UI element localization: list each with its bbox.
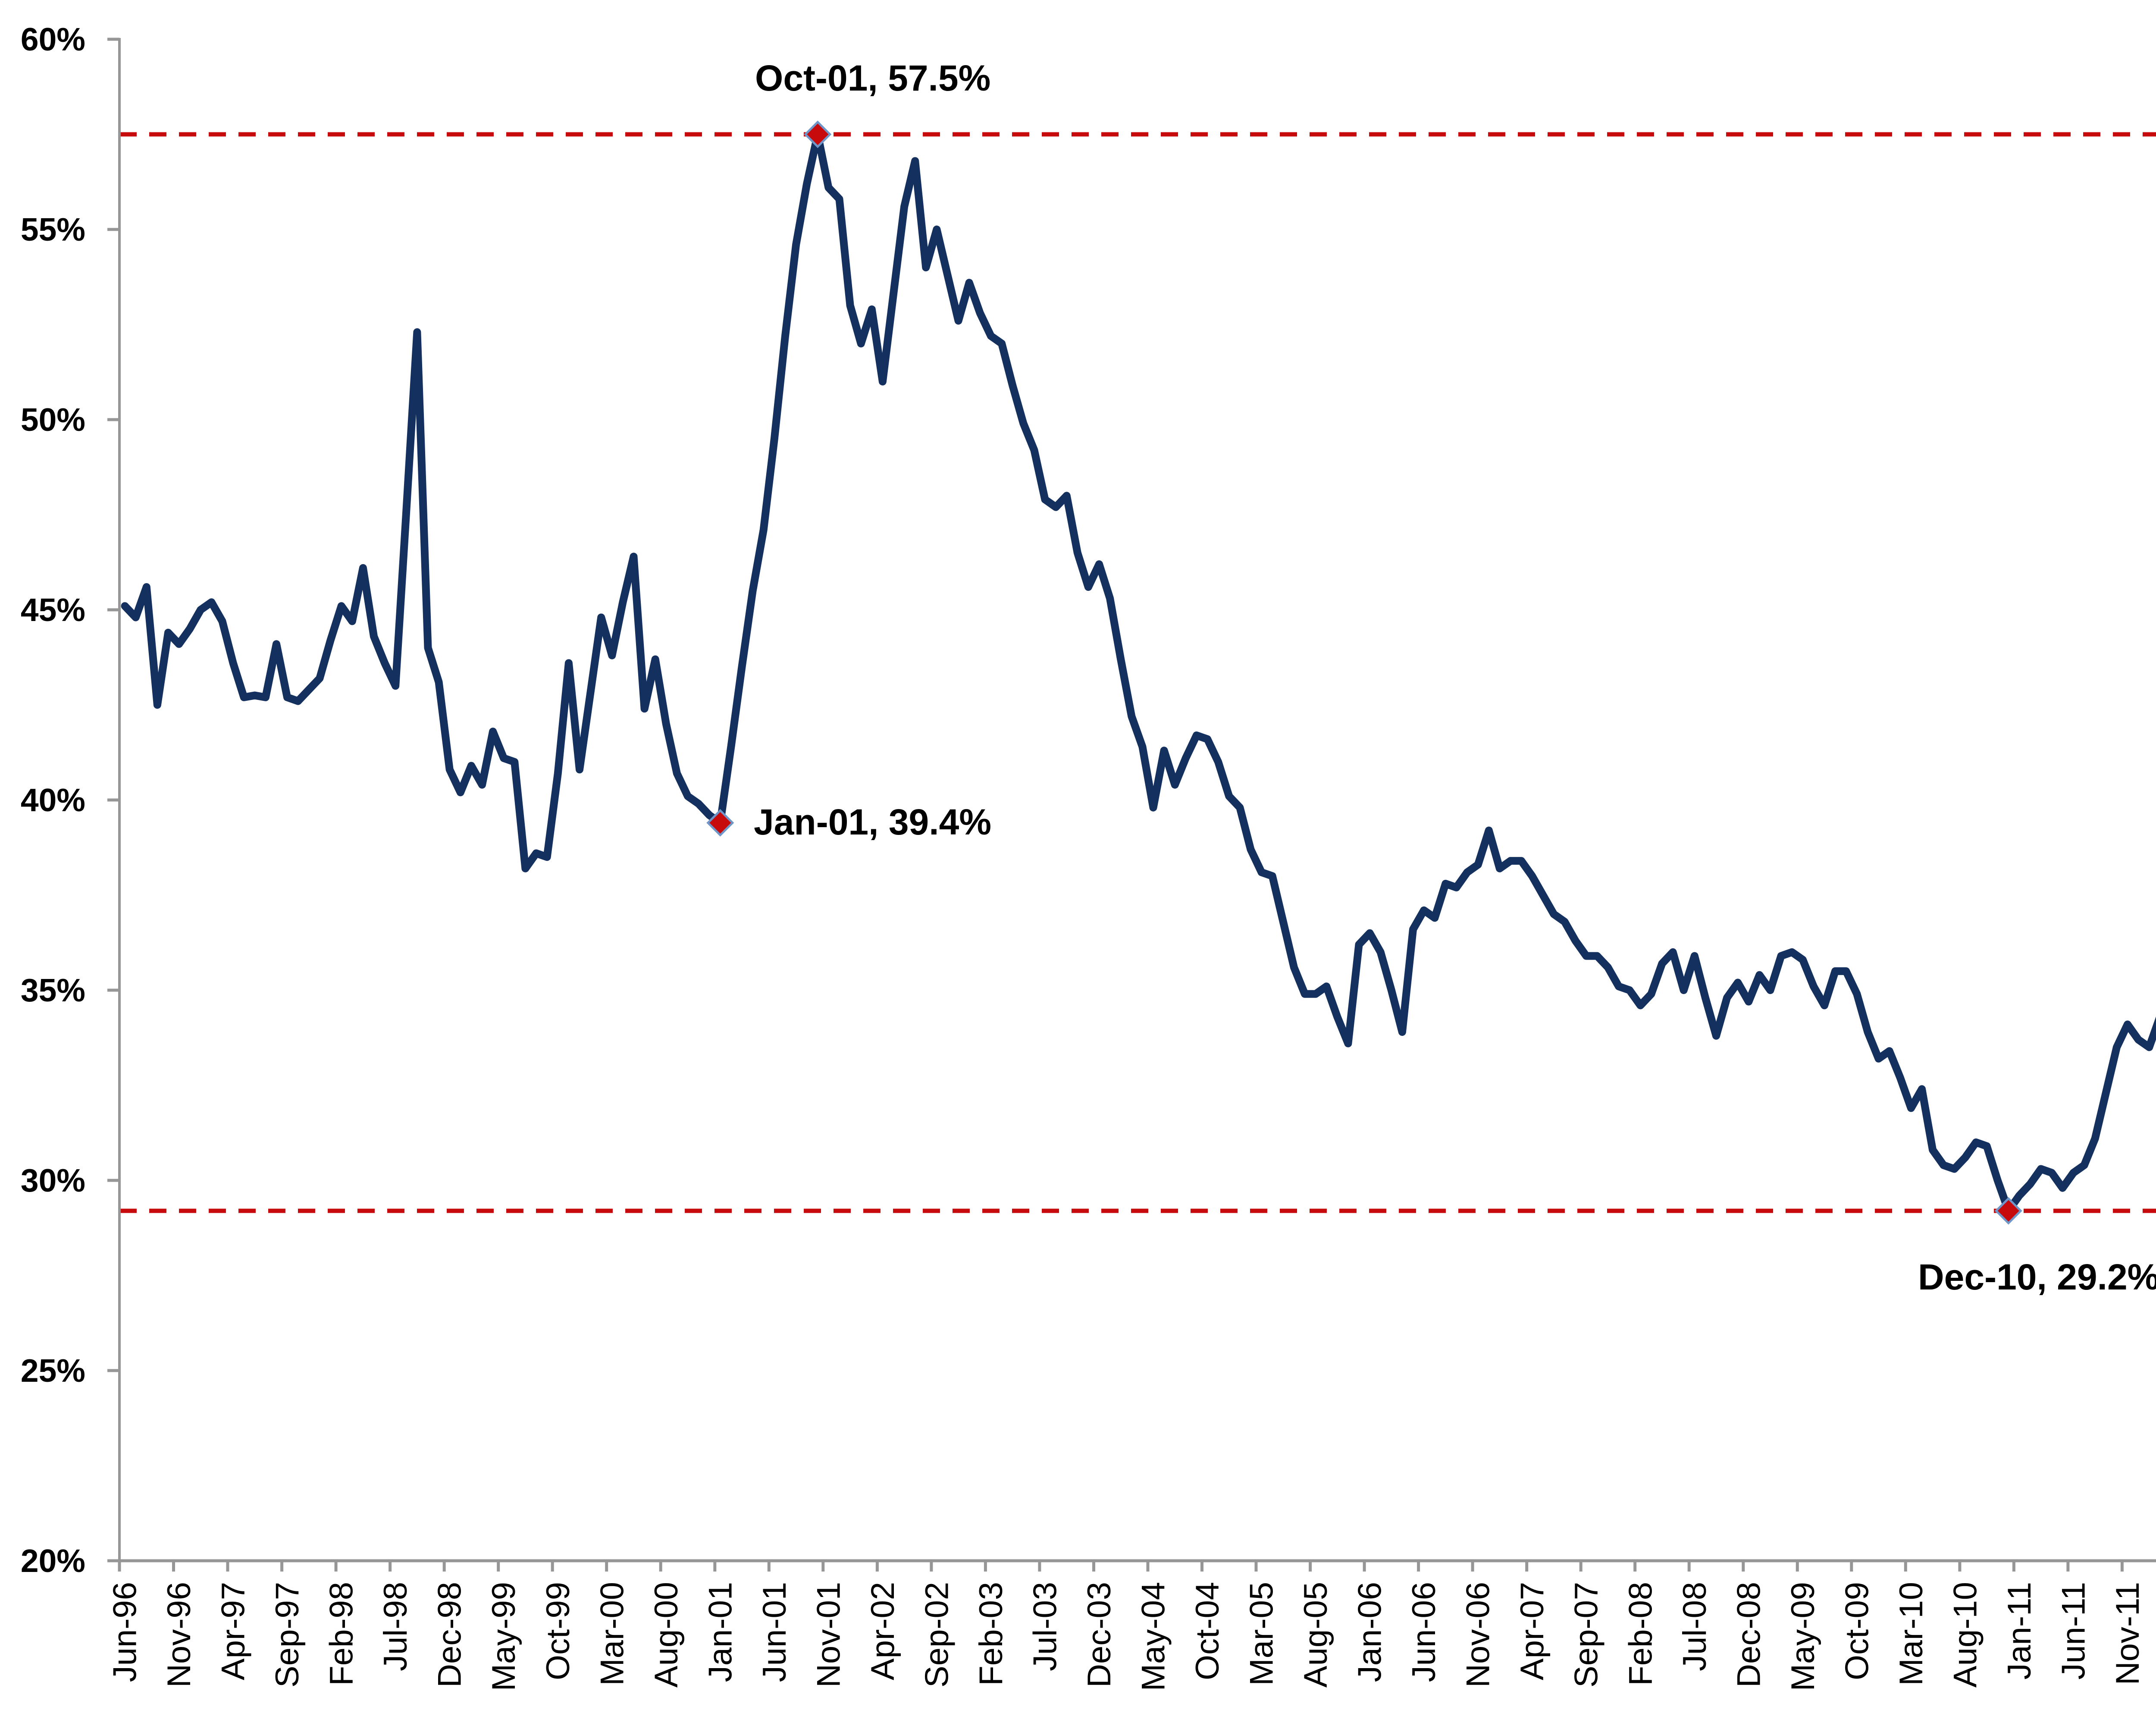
svg-text:Apr-02: Apr-02 [865,1582,901,1680]
svg-text:Sep-97: Sep-97 [269,1582,306,1688]
svg-text:Apr-97: Apr-97 [215,1582,252,1680]
svg-text:Nov-96: Nov-96 [161,1582,197,1688]
svg-text:Jan-01, 39.4%: Jan-01, 39.4% [754,802,991,842]
svg-text:Jul-08: Jul-08 [1677,1582,1713,1671]
svg-text:Sep-07: Sep-07 [1568,1582,1605,1688]
svg-text:Jul-98: Jul-98 [377,1582,414,1671]
svg-text:Aug-10: Aug-10 [1947,1582,1984,1688]
svg-text:35%: 35% [21,972,85,1008]
svg-text:Mar-10: Mar-10 [1893,1582,1930,1686]
svg-text:Jul-03: Jul-03 [1027,1582,1064,1671]
svg-text:Mar-05: Mar-05 [1244,1582,1280,1686]
svg-text:45%: 45% [21,592,85,628]
svg-text:Oct-09: Oct-09 [1839,1582,1875,1680]
svg-text:Aug-05: Aug-05 [1297,1582,1334,1688]
svg-text:May-09: May-09 [1785,1582,1821,1691]
svg-text:Mar-00: Mar-00 [594,1582,630,1686]
svg-text:Jan-11: Jan-11 [2001,1582,2038,1680]
svg-text:Aug-00: Aug-00 [648,1582,685,1688]
svg-text:Jun-06: Jun-06 [1406,1582,1442,1682]
svg-text:Oct-01, 57.5%: Oct-01, 57.5% [755,58,990,98]
svg-text:Oct-04: Oct-04 [1189,1582,1226,1680]
svg-text:Feb-08: Feb-08 [1622,1582,1659,1686]
svg-text:Nov-06: Nov-06 [1460,1582,1497,1688]
svg-text:Dec-08: Dec-08 [1730,1582,1767,1688]
svg-text:Dec-03: Dec-03 [1081,1582,1118,1688]
svg-text:Nov-11: Nov-11 [2109,1582,2146,1685]
svg-text:50%: 50% [21,402,85,438]
svg-text:Jun-11: Jun-11 [2056,1582,2092,1680]
svg-text:Dec-10, 29.2%: Dec-10, 29.2% [1918,1257,2156,1297]
svg-text:Sep-02: Sep-02 [918,1582,955,1688]
svg-text:Oct-99: Oct-99 [540,1582,577,1680]
svg-text:Jun-01: Jun-01 [756,1582,793,1682]
svg-text:Feb-98: Feb-98 [323,1582,360,1686]
svg-text:Feb-03: Feb-03 [973,1582,1009,1686]
svg-text:Jun-96: Jun-96 [107,1582,144,1682]
svg-text:Jan-06: Jan-06 [1352,1582,1388,1682]
svg-text:40%: 40% [21,782,85,818]
svg-text:55%: 55% [21,211,85,248]
svg-text:May-04: May-04 [1135,1582,1172,1691]
svg-text:May-99: May-99 [486,1582,522,1691]
svg-text:Dec-98: Dec-98 [432,1582,468,1688]
svg-text:Apr-07: Apr-07 [1514,1582,1551,1680]
svg-text:20%: 20% [21,1543,85,1579]
svg-text:Jan-01: Jan-01 [702,1582,739,1682]
svg-text:30%: 30% [21,1162,85,1198]
svg-text:25%: 25% [21,1352,85,1389]
svg-text:60%: 60% [21,21,85,57]
svg-text:Nov-01: Nov-01 [810,1582,847,1688]
